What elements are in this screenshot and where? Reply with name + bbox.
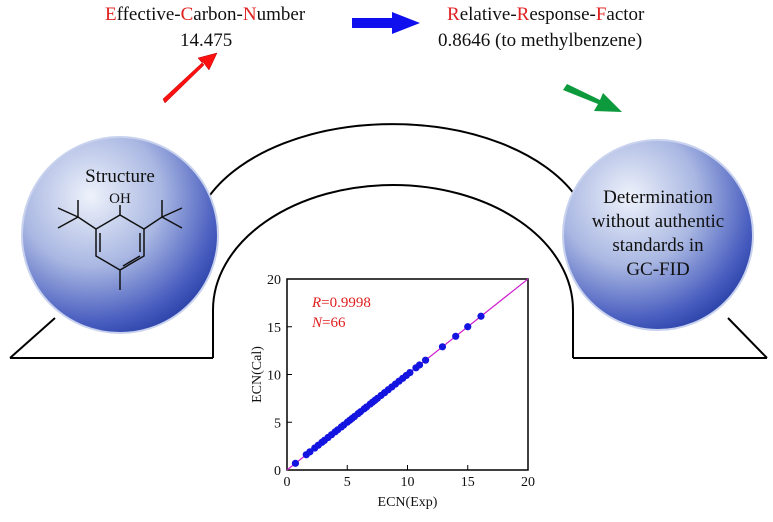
determination-line-3: standards in bbox=[612, 235, 704, 256]
data-point bbox=[421, 356, 430, 364]
ecn-title: Effective-Carbon-Number bbox=[105, 4, 306, 25]
data-point bbox=[477, 312, 485, 320]
data-point bbox=[464, 323, 472, 331]
bridge-right-slope bbox=[727, 317, 768, 359]
data-point bbox=[452, 332, 460, 340]
determination-text: Determination without authentic standard… bbox=[583, 186, 733, 282]
x-tick-label: 15 bbox=[461, 475, 475, 490]
y-axis-label: ECN(Cal) bbox=[250, 346, 265, 403]
rrf-value: 0.8646 (to methylbenzene) bbox=[438, 30, 643, 51]
molecule-structure bbox=[57, 200, 183, 290]
structure-sphere bbox=[21, 136, 219, 334]
x-tick-label: 20 bbox=[521, 475, 535, 490]
green-arrow bbox=[563, 84, 622, 112]
determination-line-1: Determination bbox=[603, 187, 713, 208]
bridge-left-slope bbox=[9, 317, 56, 359]
y-tick-label: 20 bbox=[267, 273, 281, 288]
y-tick-label: 15 bbox=[267, 321, 281, 336]
structure-label: Structure bbox=[85, 166, 155, 187]
scatter-chart: 0 5 10 15 20 0 5 10 15 20 ECN(Exp) ECN(Cal) R=0.9998… bbox=[250, 273, 535, 510]
determination-line-4: GC-FID bbox=[626, 259, 690, 280]
rrf-title: Relative-Response-Factor bbox=[447, 4, 645, 25]
ecn-value: 14.475 bbox=[180, 30, 233, 51]
y-tick-label: 5 bbox=[274, 416, 281, 431]
blue-arrow bbox=[352, 12, 420, 34]
x-tick-label: 5 bbox=[344, 475, 351, 490]
arch-bridge bbox=[9, 123, 768, 359]
data-point bbox=[406, 368, 414, 377]
data-point bbox=[438, 343, 447, 351]
data-point bbox=[415, 361, 424, 369]
determination-line-2: without authentic bbox=[591, 211, 725, 232]
x-tick-label: 10 bbox=[401, 475, 415, 490]
y-tick-label: 10 bbox=[267, 369, 281, 384]
y-tick-label: 0 bbox=[274, 464, 281, 479]
stat-annotation: R=0.9998 bbox=[311, 295, 371, 311]
stat-annotation: N=66 bbox=[311, 315, 346, 331]
determination-sphere bbox=[562, 139, 754, 331]
red-arrow bbox=[162, 52, 218, 104]
x-tick-label: 0 bbox=[284, 475, 291, 490]
oh-label: OH bbox=[109, 191, 131, 207]
x-axis-label: ECN(Exp) bbox=[378, 495, 438, 510]
arch-inner bbox=[212, 184, 574, 358]
arch-outer bbox=[209, 123, 576, 196]
data-point bbox=[306, 448, 314, 456]
data-point bbox=[291, 459, 300, 467]
